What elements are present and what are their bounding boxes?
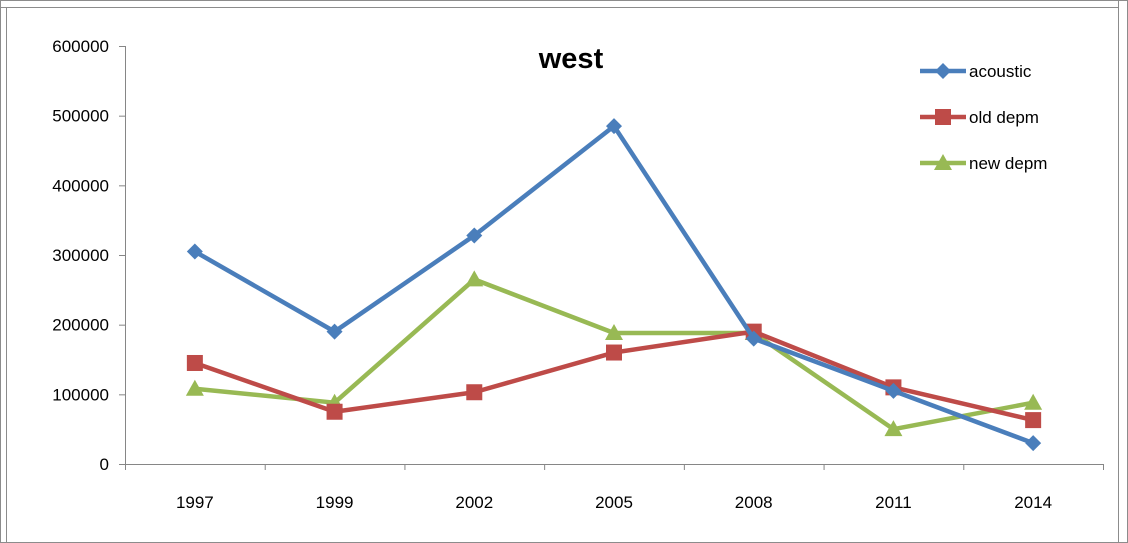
data-point xyxy=(185,379,204,396)
y-tick-label: 400000 xyxy=(52,176,109,195)
legend-label: new depm xyxy=(969,154,1047,173)
chart-title: west xyxy=(538,43,604,75)
legend-item: old depm xyxy=(920,108,1039,127)
legend-item: acoustic xyxy=(920,62,1032,81)
x-tick-label: 2014 xyxy=(1014,493,1052,512)
x-tick-label: 2005 xyxy=(595,493,633,512)
data-point xyxy=(326,403,343,420)
data-point xyxy=(885,382,902,399)
y-tick-label: 100000 xyxy=(52,385,109,404)
legend-swatch-marker xyxy=(934,154,952,170)
data-point xyxy=(186,243,203,260)
y-axis-ticks: 0 100000 200000 300000 400000 500000 600000 xyxy=(52,37,125,474)
data-point xyxy=(884,420,903,437)
legend-label: old depm xyxy=(969,108,1039,127)
x-axis-ticks: 1997 1999 2002 2005 2008 2011 2014 xyxy=(125,464,1104,512)
data-point xyxy=(606,118,622,135)
data-point xyxy=(745,330,762,347)
data-point xyxy=(1025,412,1042,429)
x-tick-label: 1999 xyxy=(316,493,354,512)
legend-swatch-marker xyxy=(935,63,951,79)
legend-label: acoustic xyxy=(969,62,1032,81)
data-point xyxy=(465,270,484,287)
y-tick-label: 300000 xyxy=(52,246,109,265)
series-line xyxy=(192,123,1036,446)
data-point xyxy=(1025,435,1042,452)
legend: acoustic old depm new depm xyxy=(920,62,1047,173)
data-point xyxy=(1024,393,1043,410)
x-tick-label: 2011 xyxy=(875,493,912,512)
x-tick-label: 1997 xyxy=(176,493,214,512)
data-point xyxy=(466,227,483,244)
data-point xyxy=(605,324,623,341)
legend-swatch-marker xyxy=(935,109,951,125)
data-point xyxy=(326,323,343,340)
y-tick-label: 600000 xyxy=(52,37,109,56)
series-acoustic xyxy=(186,118,1042,452)
data-point xyxy=(466,384,483,401)
x-tick-label: 2002 xyxy=(455,493,493,512)
data-point xyxy=(186,354,203,371)
y-tick-label: 200000 xyxy=(52,316,109,335)
x-tick-label: 2008 xyxy=(735,493,773,512)
series-layer xyxy=(185,118,1043,452)
legend-item: new depm xyxy=(920,154,1047,173)
y-tick-label: 500000 xyxy=(52,107,109,126)
data-point xyxy=(606,344,622,361)
y-tick-label: 0 xyxy=(100,455,109,474)
